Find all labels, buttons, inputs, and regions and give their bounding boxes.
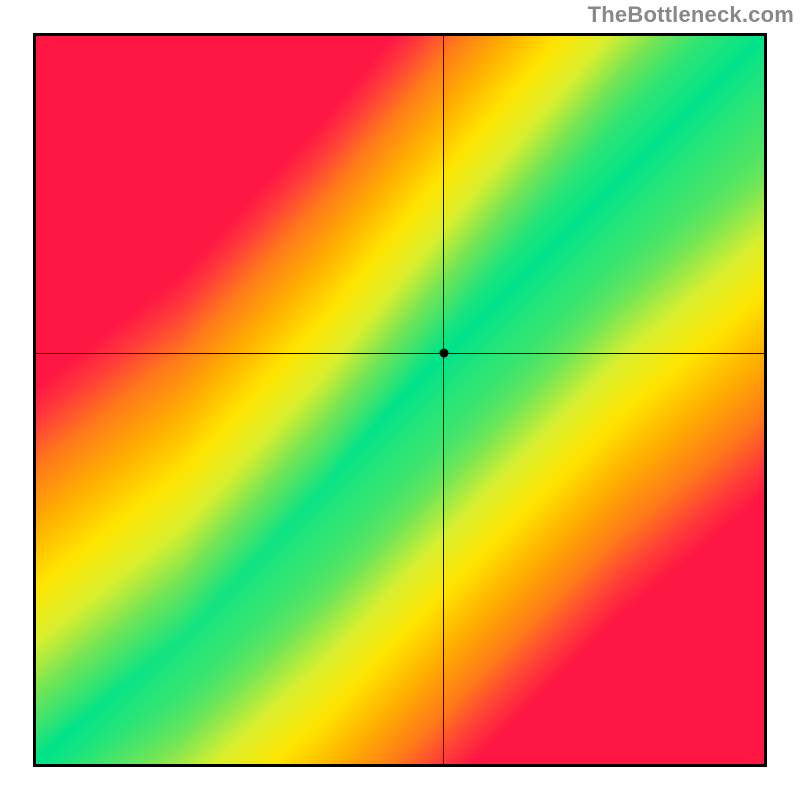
chart-frame — [33, 33, 767, 767]
crosshair-vertical — [443, 36, 444, 764]
watermark: TheBottleneck.com — [588, 2, 794, 28]
crosshair-marker — [439, 349, 448, 358]
crosshair-horizontal — [36, 353, 764, 354]
heatmap-canvas — [36, 36, 764, 764]
